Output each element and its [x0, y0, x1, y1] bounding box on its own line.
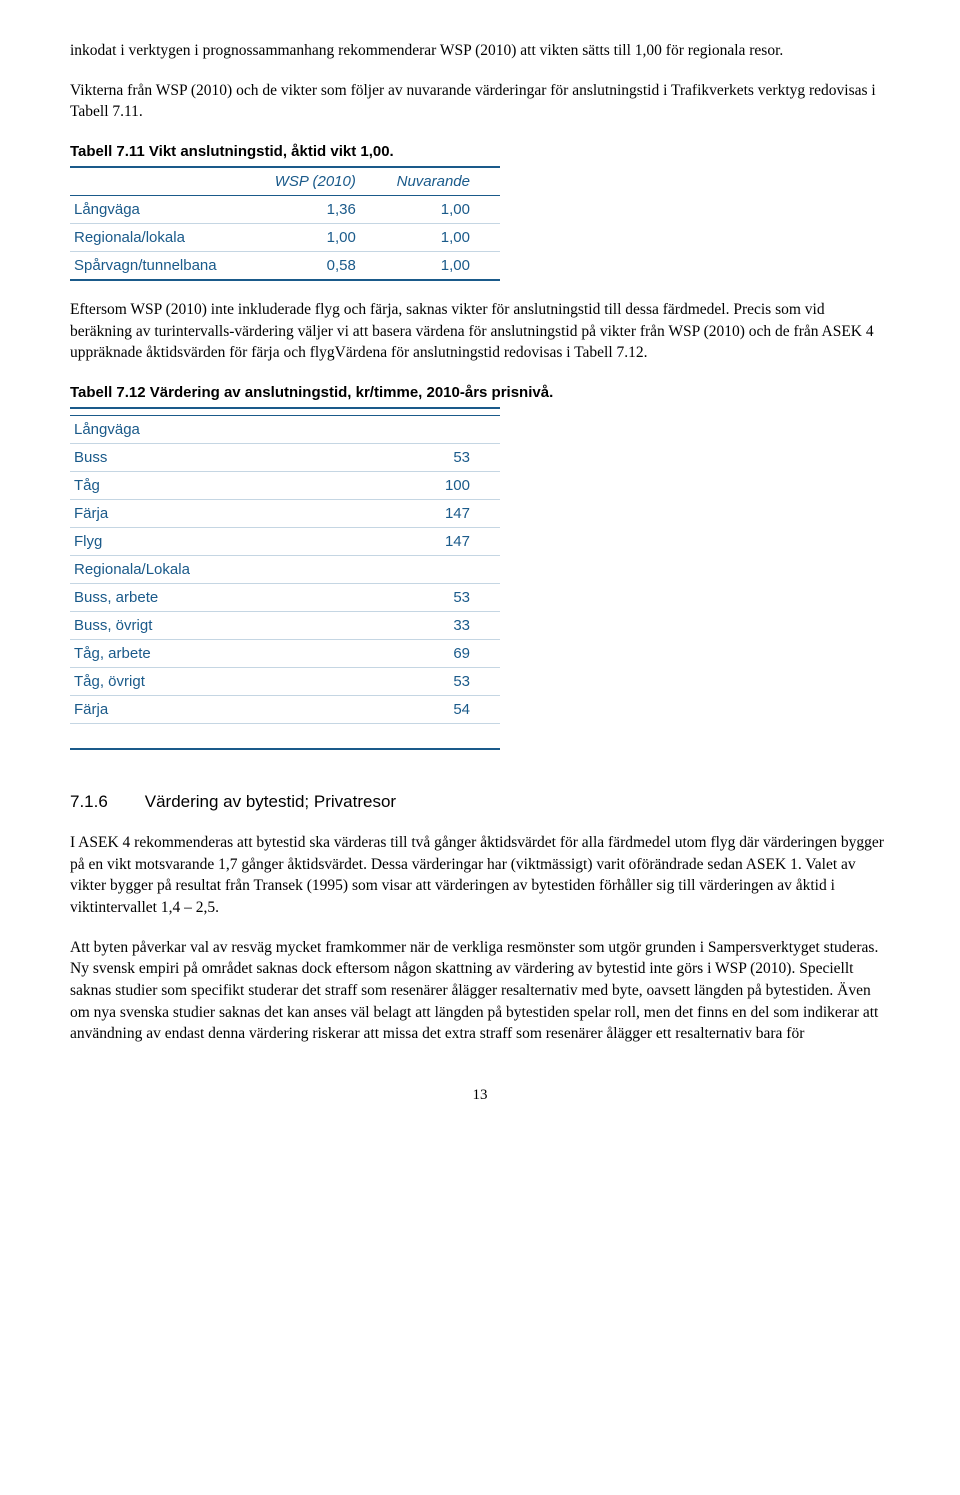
section-label: Långväga: [70, 416, 371, 444]
cell-value: 53: [371, 668, 500, 696]
row-label: Regionala/lokala: [70, 224, 264, 252]
cell-value: 1,00: [264, 224, 386, 252]
table-caption: Tabell 7.11 Vikt anslutningstid, åktid v…: [70, 141, 890, 162]
table-row: Buss, övrigt33: [70, 612, 500, 640]
table-row: Tåg, övrigt53: [70, 668, 500, 696]
cell-value: 0,58: [264, 252, 386, 281]
row-label: Buss, övrigt: [70, 612, 371, 640]
body-paragraph: inkodat i verktygen i prognossammanhang …: [70, 40, 890, 62]
cell-value: 147: [371, 528, 500, 556]
table-row: Spårvagn/tunnelbana0,581,00: [70, 252, 500, 281]
table-row: Färja54: [70, 696, 500, 724]
page-number: 13: [70, 1085, 890, 1106]
col-header: WSP (2010): [264, 167, 386, 196]
cell-value: 53: [371, 444, 500, 472]
row-label: Tåg: [70, 472, 371, 500]
cell-value: 53: [371, 584, 500, 612]
row-label: Spårvagn/tunnelbana: [70, 252, 264, 281]
heading-number: 7.1.6: [70, 790, 140, 814]
cell-value: 54: [371, 696, 500, 724]
col-header: Nuvarande: [386, 167, 500, 196]
table-row: [70, 724, 500, 750]
cell-value: 1,00: [386, 224, 500, 252]
section-label: Regionala/Lokala: [70, 556, 371, 584]
table-section-header: Långväga: [70, 416, 500, 444]
row-label: Buss, arbete: [70, 584, 371, 612]
table-row: Regionala/lokala1,001,00: [70, 224, 500, 252]
body-paragraph: Vikterna från WSP (2010) och de vikter s…: [70, 80, 890, 123]
cell-value: 69: [371, 640, 500, 668]
row-label: Buss: [70, 444, 371, 472]
table-712: LångvägaBuss53Tåg100Färja147Flyg147Regio…: [70, 407, 500, 750]
cell-value: 1,00: [386, 196, 500, 224]
cell-value: 1,00: [386, 252, 500, 281]
row-label: Långväga: [70, 196, 264, 224]
section-heading: 7.1.6 Värdering av bytestid; Privatresor: [70, 790, 890, 814]
table-row: Långväga1,361,00: [70, 196, 500, 224]
row-label: Tåg, övrigt: [70, 668, 371, 696]
row-label: Tåg, arbete: [70, 640, 371, 668]
table-row: Buss53: [70, 444, 500, 472]
row-label: Färja: [70, 500, 371, 528]
cell-value: 100: [371, 472, 500, 500]
body-paragraph: Eftersom WSP (2010) inte inkluderade fly…: [70, 299, 890, 364]
row-label: Färja: [70, 696, 371, 724]
table-row: Buss, arbete53: [70, 584, 500, 612]
table-row: Tåg, arbete69: [70, 640, 500, 668]
body-paragraph: I ASEK 4 rekommenderas att bytestid ska …: [70, 832, 890, 919]
table-caption: Tabell 7.12 Värdering av anslutningstid,…: [70, 382, 890, 403]
table-711: WSP (2010) Nuvarande Långväga1,361,00Reg…: [70, 166, 500, 281]
body-paragraph: Att byten påverkar val av resväg mycket …: [70, 937, 890, 1045]
table-row: Flyg147: [70, 528, 500, 556]
table-row: Färja147: [70, 500, 500, 528]
heading-title: Värdering av bytestid; Privatresor: [145, 792, 396, 811]
row-label: Flyg: [70, 528, 371, 556]
table-row: Tåg100: [70, 472, 500, 500]
cell-value: 33: [371, 612, 500, 640]
cell-value: 147: [371, 500, 500, 528]
table-section-header: Regionala/Lokala: [70, 556, 500, 584]
cell-value: 1,36: [264, 196, 386, 224]
